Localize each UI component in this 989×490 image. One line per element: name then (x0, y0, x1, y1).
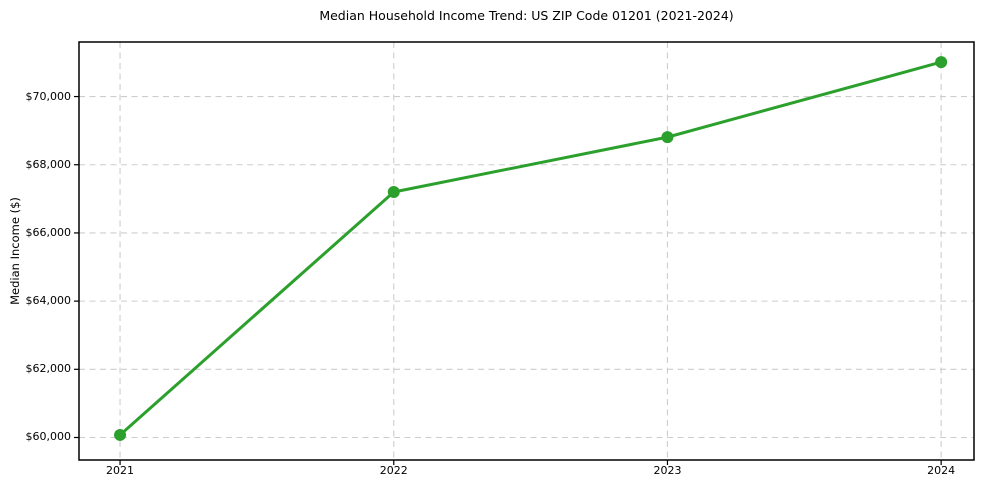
chart-title: Median Household Income Trend: US ZIP Co… (319, 8, 734, 23)
y-tick-label: $60,000 (25, 430, 72, 444)
trend-line (119, 60, 942, 437)
x-tick-label: 2021 (106, 464, 135, 477)
data-point (114, 428, 127, 441)
x-tick-label: 2024 (927, 464, 956, 477)
data-point (387, 186, 400, 199)
x-tick-label: 2022 (379, 464, 408, 477)
y-tick-label: $68,000 (25, 157, 72, 171)
y-tick-label: $66,000 (25, 225, 72, 239)
y-tick-label: $62,000 (25, 362, 72, 376)
y-tick-label: $64,000 (25, 294, 72, 308)
y-tick-label: $70,000 (25, 89, 72, 103)
plot-border (78, 41, 975, 461)
x-tick-label: 2023 (653, 464, 682, 477)
data-point (935, 56, 948, 69)
data-point (661, 131, 674, 144)
